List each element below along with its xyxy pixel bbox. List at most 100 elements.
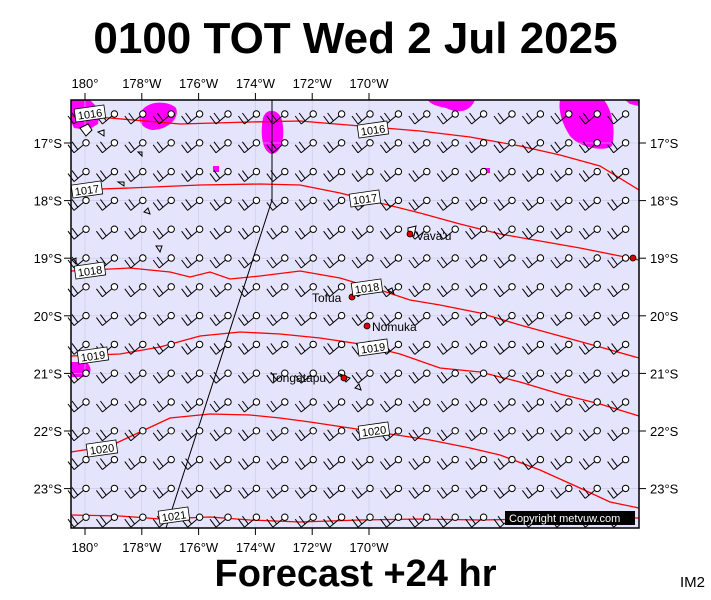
wind-barb bbox=[436, 427, 459, 442]
wind-barb bbox=[209, 340, 232, 355]
wind-barb bbox=[550, 225, 573, 240]
wind-barb bbox=[607, 427, 630, 442]
wind-barb bbox=[237, 369, 261, 384]
isobar-label: 1018 bbox=[73, 261, 107, 280]
wind-barb bbox=[465, 167, 488, 182]
wind-barb bbox=[351, 311, 374, 326]
wind-barb bbox=[181, 110, 204, 125]
wind-barb bbox=[522, 225, 545, 240]
svg-text:1020: 1020 bbox=[361, 424, 387, 439]
wind-barb bbox=[237, 196, 261, 211]
wind-barb bbox=[67, 139, 90, 154]
wind-barb bbox=[436, 311, 459, 326]
wind-barb bbox=[266, 340, 289, 355]
wind-barb bbox=[351, 455, 374, 470]
wind-barb bbox=[237, 513, 261, 528]
wind-barb bbox=[152, 139, 175, 154]
wind-barb bbox=[237, 283, 261, 298]
island bbox=[143, 207, 151, 215]
wind-barb bbox=[465, 254, 488, 269]
wind-barb bbox=[351, 513, 374, 528]
island bbox=[71, 257, 77, 266]
isobar-labels: 1016 1016 1017 1017 1018 1018 1019 1019 1020 1020… bbox=[70, 104, 391, 525]
wind-barb bbox=[181, 340, 204, 355]
wind-barb bbox=[266, 225, 289, 240]
wind-barb bbox=[379, 196, 403, 211]
wind-barb bbox=[522, 340, 545, 355]
wind-barb bbox=[266, 455, 289, 470]
wind-barb bbox=[550, 254, 573, 269]
track-line bbox=[165, 100, 273, 529]
island bbox=[354, 383, 362, 391]
wind-barb bbox=[408, 513, 431, 528]
wind-barb bbox=[493, 283, 516, 298]
wind-barb bbox=[379, 225, 403, 240]
copyright-box: Copyright metvuw.com bbox=[505, 511, 635, 525]
wind-barb bbox=[152, 283, 175, 298]
lon-label-bottom: 172°W bbox=[293, 540, 333, 555]
island bbox=[116, 181, 125, 187]
wind-barb bbox=[237, 167, 261, 182]
wind-barb bbox=[323, 427, 346, 442]
wind-barb bbox=[152, 196, 175, 211]
wind-barb bbox=[522, 283, 545, 298]
wind-barb bbox=[323, 254, 346, 269]
wind-barb bbox=[323, 167, 346, 182]
wind-barb bbox=[96, 513, 119, 528]
lat-label-right: 21°S bbox=[650, 366, 679, 381]
wind-barb bbox=[408, 139, 431, 154]
wind-barb bbox=[323, 455, 346, 470]
wind-barb bbox=[67, 398, 90, 413]
wind-barb bbox=[465, 427, 488, 442]
wind-barb bbox=[294, 455, 317, 470]
lat-label-right: 19°S bbox=[650, 251, 679, 266]
wind-barb bbox=[379, 513, 403, 528]
wind-barb bbox=[323, 484, 346, 499]
place-label-nomuka: Nomuka bbox=[372, 320, 417, 334]
lon-label-bottom: 180° bbox=[72, 540, 99, 555]
place-dot-nomuka bbox=[363, 322, 371, 330]
isobar-line bbox=[70, 183, 640, 261]
wind-barb bbox=[493, 369, 516, 384]
wind-barb bbox=[209, 139, 232, 154]
wind-barb bbox=[436, 254, 459, 269]
wind-barb bbox=[578, 369, 601, 384]
svg-text:1016: 1016 bbox=[77, 107, 103, 122]
wind-barb bbox=[408, 167, 431, 182]
wind-barb bbox=[124, 455, 147, 470]
wind-barb bbox=[209, 427, 232, 442]
wind-barb bbox=[351, 167, 374, 182]
islands bbox=[71, 123, 417, 391]
wind-barb bbox=[124, 513, 147, 528]
wind-barb bbox=[323, 110, 346, 125]
lon-label-top: 180° bbox=[72, 76, 99, 91]
wind-barb bbox=[96, 167, 119, 182]
wind-barb bbox=[152, 455, 175, 470]
wind-barb bbox=[578, 427, 601, 442]
wind-barb bbox=[209, 369, 232, 384]
lat-label-right: 22°S bbox=[650, 424, 679, 439]
wind-barb bbox=[124, 340, 147, 355]
isobar-label: 1018 bbox=[350, 278, 384, 297]
wind-barb bbox=[408, 369, 431, 384]
wind-barb bbox=[181, 196, 204, 211]
wind-barb bbox=[294, 369, 317, 384]
image-tag: IM2 bbox=[679, 574, 705, 591]
wind-barb bbox=[550, 110, 573, 125]
wind-barb bbox=[323, 196, 346, 211]
wind-barb bbox=[323, 513, 346, 528]
wind-barb bbox=[294, 340, 317, 355]
wind-barb bbox=[181, 311, 204, 326]
wind-barb bbox=[578, 340, 601, 355]
wind-barb bbox=[209, 110, 232, 125]
wind-barb bbox=[493, 254, 516, 269]
wind-barb bbox=[266, 369, 289, 384]
isobar-line bbox=[70, 267, 640, 359]
lon-label-bottom: 174°W bbox=[236, 540, 276, 555]
isobar-label: 1016 bbox=[356, 120, 390, 139]
wind-barb bbox=[465, 398, 488, 413]
wind-barb bbox=[607, 283, 630, 298]
lat-label-left: 17°S bbox=[34, 136, 63, 151]
wind-barb bbox=[436, 283, 459, 298]
